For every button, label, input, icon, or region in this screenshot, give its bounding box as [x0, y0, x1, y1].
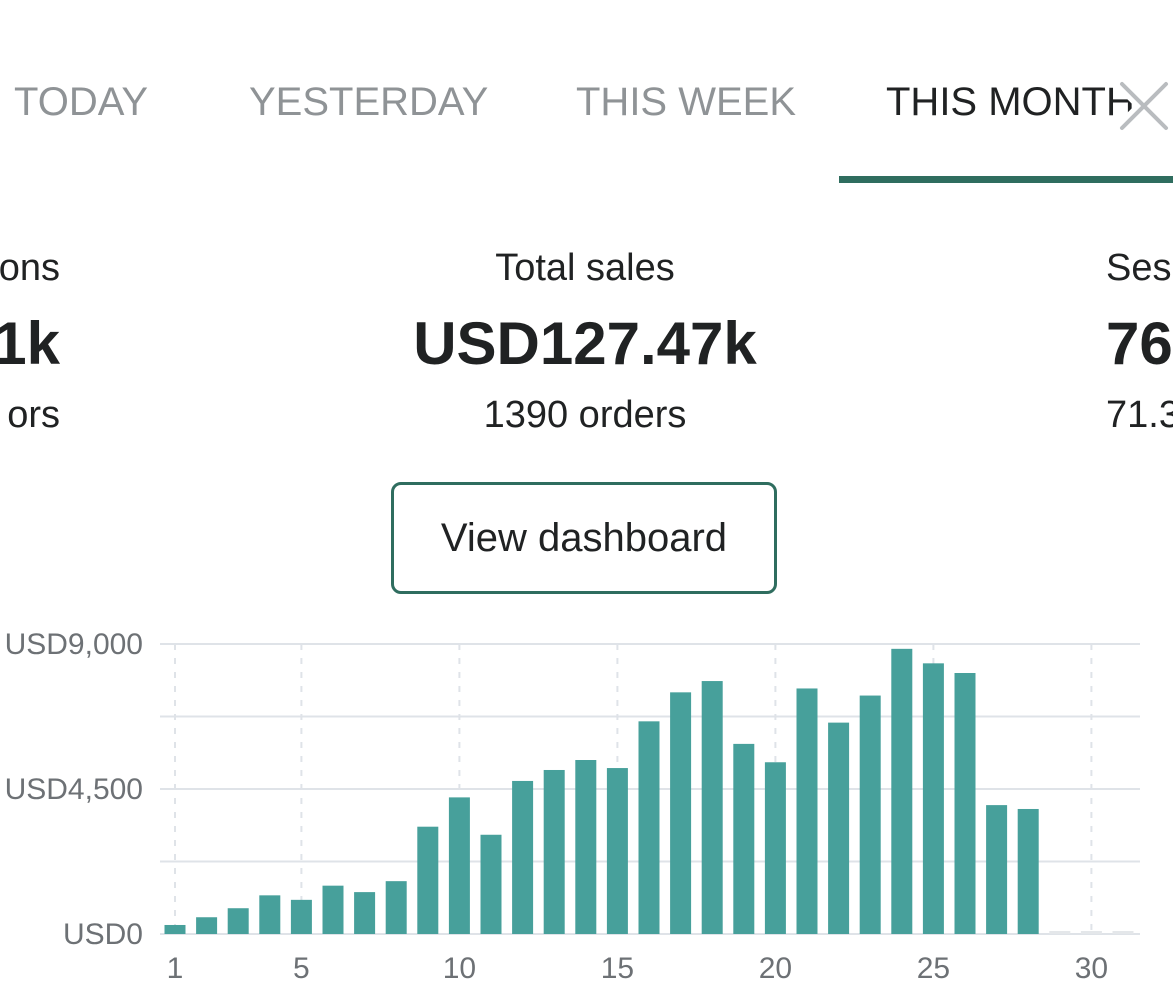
tab-this-week[interactable]: THIS WEEK [576, 80, 797, 124]
x-tick-label: 25 [917, 952, 950, 985]
metric-value: USD127.47k [413, 310, 757, 377]
bar-day-24[interactable] [891, 648, 913, 934]
x-tick-label: 15 [601, 952, 634, 985]
x-tick-label: 1 [167, 952, 184, 985]
metric-label: Ses [1106, 247, 1172, 289]
active-tab-indicator [839, 176, 1173, 183]
bar-day-5[interactable] [290, 899, 312, 934]
bar-day-20[interactable] [764, 762, 786, 934]
bar-day-28[interactable] [1017, 808, 1039, 934]
bar-day-14[interactable] [575, 760, 597, 934]
metric-value: 76 [1106, 310, 1173, 377]
bar-day-16[interactable] [638, 721, 660, 934]
bar-day-17[interactable] [670, 692, 692, 934]
x-tick-label: 5 [293, 952, 310, 985]
bar-day-10[interactable] [448, 797, 470, 934]
y-tick-label: USD4,500 [5, 773, 143, 806]
bar-day-19[interactable] [733, 743, 755, 934]
bar-day-25[interactable] [922, 663, 944, 934]
bar-day-7[interactable] [354, 892, 376, 934]
metric-subtext: ors [7, 394, 60, 436]
bar-day-22[interactable] [828, 722, 850, 934]
bar-day-29[interactable] [1049, 931, 1071, 934]
y-tick-label: USD0 [63, 918, 143, 951]
tab-yesterday[interactable]: YESTERDAY [249, 80, 489, 124]
bar-day-30[interactable] [1080, 931, 1102, 934]
metric-label: ons [0, 247, 60, 289]
bar-day-23[interactable] [859, 695, 881, 934]
bar-day-11[interactable] [480, 834, 502, 934]
bar-day-27[interactable] [986, 805, 1008, 934]
y-tick-label: USD9,000 [5, 628, 143, 661]
bar-day-3[interactable] [227, 908, 249, 934]
metric-subtext: 1390 orders [483, 394, 687, 436]
x-tick-label: 10 [443, 952, 476, 985]
tab-this-month[interactable]: THIS MONTH [886, 80, 1135, 124]
metric-label: Total sales [495, 247, 675, 289]
bar-day-1[interactable] [164, 924, 186, 934]
bar-day-21[interactable] [796, 688, 818, 934]
metric-value: 1k [0, 310, 60, 377]
bar-day-4[interactable] [259, 895, 281, 934]
x-tick-label: 30 [1075, 952, 1108, 985]
bar-day-15[interactable] [606, 768, 628, 934]
metric-subtext: 71.3 [1106, 394, 1173, 436]
bar-day-26[interactable] [954, 673, 976, 934]
bar-day-2[interactable] [196, 917, 218, 934]
tab-today[interactable]: TODAY [14, 80, 149, 124]
bar-day-31[interactable] [1112, 931, 1134, 934]
view-dashboard-button[interactable]: View dashboard [391, 482, 777, 594]
bar-day-9[interactable] [417, 826, 439, 934]
bar-day-6[interactable] [322, 885, 344, 934]
x-tick-label: 20 [759, 952, 792, 985]
bar-day-8[interactable] [385, 881, 407, 934]
bar-day-18[interactable] [701, 681, 723, 934]
bar-day-12[interactable] [512, 780, 534, 934]
close-icon[interactable] [1112, 74, 1173, 138]
bar-day-13[interactable] [543, 769, 565, 934]
